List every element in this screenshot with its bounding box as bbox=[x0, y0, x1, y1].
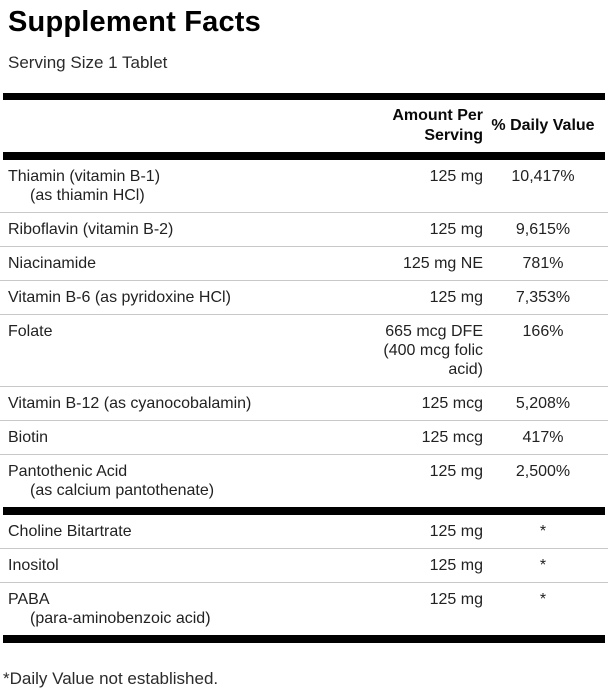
table-row: Biotin 125 mcg 417% bbox=[0, 420, 608, 454]
nutrient-detail: (as calcium pantothenate) bbox=[30, 482, 215, 499]
nutrient-daily-value: * bbox=[539, 557, 547, 574]
daily-value-footnote: *Daily Value not established. bbox=[3, 669, 219, 688]
nutrient-daily-value: * bbox=[539, 591, 547, 608]
nutrient-daily-value: 417% bbox=[522, 429, 564, 446]
nutrient-daily-value: 5,208% bbox=[515, 395, 571, 412]
nutrient-amount: 125 mg bbox=[429, 221, 483, 238]
nutrient-name: Inositol bbox=[8, 557, 59, 574]
nutrient-amount: 125 mg bbox=[429, 557, 483, 574]
nutrient-name: Choline Bitartrate bbox=[8, 523, 132, 540]
nutrient-daily-value: 781% bbox=[522, 255, 564, 272]
nutrient-amount: 125 mcg bbox=[421, 395, 483, 412]
nutrient-detail: (as thiamin HCl) bbox=[30, 187, 145, 204]
divider-thick-bottom bbox=[3, 635, 605, 643]
nutrient-amount: 125 mg bbox=[429, 168, 483, 185]
table-row: Inositol 125 mg * bbox=[0, 548, 608, 582]
nutrient-name: Niacinamide bbox=[8, 255, 97, 272]
header-amount-per-serving: Amount Per Serving bbox=[392, 107, 483, 144]
nutrient-daily-value: 166% bbox=[522, 323, 564, 340]
nutrient-daily-value: 9,615% bbox=[515, 221, 571, 238]
table-row: Vitamin B-6 (as pyridoxine HCl) 125 mg 7… bbox=[0, 280, 608, 314]
divider-thick-header bbox=[3, 152, 605, 160]
nutrient-daily-value: 7,353% bbox=[515, 289, 571, 306]
nutrient-daily-value: 10,417% bbox=[511, 168, 575, 185]
nutrient-name: Biotin bbox=[8, 429, 49, 446]
nutrient-name: Pantothenic Acid bbox=[8, 463, 128, 480]
nutrient-name: Vitamin B-12 (as cyanocobalamin) bbox=[8, 395, 252, 412]
table-row: Riboflavin (vitamin B-2) 125 mg 9,615% bbox=[0, 212, 608, 246]
table-row: Niacinamide 125 mg NE 781% bbox=[0, 246, 608, 280]
nutrient-daily-value: 2,500% bbox=[515, 463, 571, 480]
nutrient-amount: 125 mg bbox=[429, 523, 483, 540]
serving-size: Serving Size 1 Tablet bbox=[8, 53, 168, 72]
nutrient-name: Thiamin (vitamin B-1) bbox=[8, 168, 161, 185]
table-row: PABA (para-aminobenzoic acid) 125 mg * bbox=[0, 582, 608, 635]
column-header-row: Amount Per Serving % Daily Value bbox=[0, 100, 608, 152]
nutrient-name: PABA bbox=[8, 591, 50, 608]
nutrient-name: Riboflavin (vitamin B-2) bbox=[8, 221, 174, 238]
nutrient-daily-value: * bbox=[539, 523, 547, 540]
header-percent-daily-value: % Daily Value bbox=[491, 117, 595, 134]
table-row: Thiamin (vitamin B-1) (as thiamin HCl) 1… bbox=[0, 160, 608, 212]
nutrient-detail: (para-aminobenzoic acid) bbox=[30, 610, 211, 627]
table-row: Choline Bitartrate 125 mg * bbox=[0, 515, 608, 548]
divider-thick-top bbox=[3, 93, 605, 100]
table-row: Vitamin B-12 (as cyanocobalamin) 125 mcg… bbox=[0, 386, 608, 420]
nutrient-amount: 665 mcg DFE (400 mcg folic acid) bbox=[383, 323, 483, 378]
divider-thick-middle bbox=[3, 507, 605, 515]
table-row: Folate 665 mcg DFE (400 mcg folic acid) … bbox=[0, 314, 608, 386]
nutrient-name: Folate bbox=[8, 323, 53, 340]
panel-title: Supplement Facts bbox=[8, 6, 261, 38]
nutrient-amount: 125 mcg bbox=[421, 429, 483, 446]
table-row: Pantothenic Acid (as calcium pantothenat… bbox=[0, 454, 608, 507]
nutrient-amount: 125 mg NE bbox=[402, 255, 483, 272]
nutrient-amount: 125 mg bbox=[429, 591, 483, 608]
nutrient-amount: 125 mg bbox=[429, 463, 483, 480]
nutrient-amount: 125 mg bbox=[429, 289, 483, 306]
nutrient-name: Vitamin B-6 (as pyridoxine HCl) bbox=[8, 289, 231, 306]
